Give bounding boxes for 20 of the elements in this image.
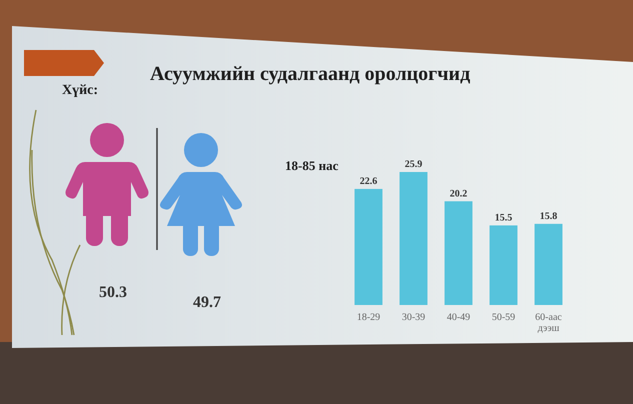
- data-label: 20.2: [450, 188, 468, 200]
- x-tick-label: 50-59: [492, 312, 516, 323]
- bar: [444, 201, 472, 305]
- bar: [490, 225, 518, 305]
- text: Хүйс:: [62, 83, 98, 98]
- text: Асуумжийн судалгаанд оролцогчид: [150, 63, 470, 85]
- bar: [534, 224, 562, 305]
- data-label: 15.8: [540, 210, 558, 222]
- x-tick-label: 40-49: [446, 312, 470, 323]
- x-tick-label: 18-29: [356, 312, 380, 323]
- chart-title: 18-85 нас: [285, 158, 339, 173]
- data-label: 22.6: [360, 176, 378, 187]
- data-label: 25.9: [404, 159, 422, 170]
- bar: [400, 172, 428, 305]
- x-tick-label: 60-аас дээш: [535, 312, 562, 334]
- data-label: 50.3: [99, 284, 127, 301]
- bar: [354, 188, 382, 305]
- data-label: 15.5: [494, 212, 512, 224]
- x-tick-label: 30-39: [402, 312, 426, 323]
- data-label: 49.7: [193, 294, 221, 311]
